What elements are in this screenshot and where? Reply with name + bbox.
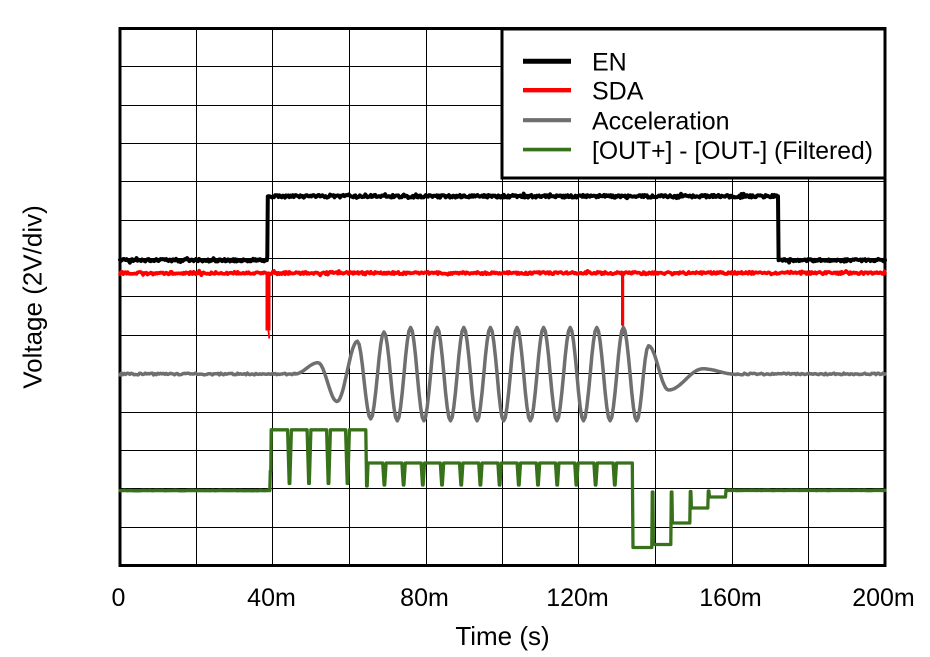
svg-text:160m: 160m: [699, 584, 762, 612]
svg-text:0: 0: [112, 584, 126, 612]
svg-text:EN: EN: [592, 49, 627, 77]
svg-text:[OUT+] - [OUT-] (Filtered): [OUT+] - [OUT-] (Filtered): [592, 137, 873, 165]
svg-text:200m: 200m: [852, 584, 915, 612]
svg-text:Voltage (2V/div): Voltage (2V/div): [18, 205, 48, 389]
svg-text:40m: 40m: [247, 584, 296, 612]
svg-text:Acceleration: Acceleration: [592, 108, 730, 136]
svg-text:SDA: SDA: [592, 78, 644, 106]
svg-text:Time (s): Time (s): [455, 621, 549, 651]
svg-text:80m: 80m: [400, 584, 449, 612]
svg-text:120m: 120m: [546, 584, 609, 612]
